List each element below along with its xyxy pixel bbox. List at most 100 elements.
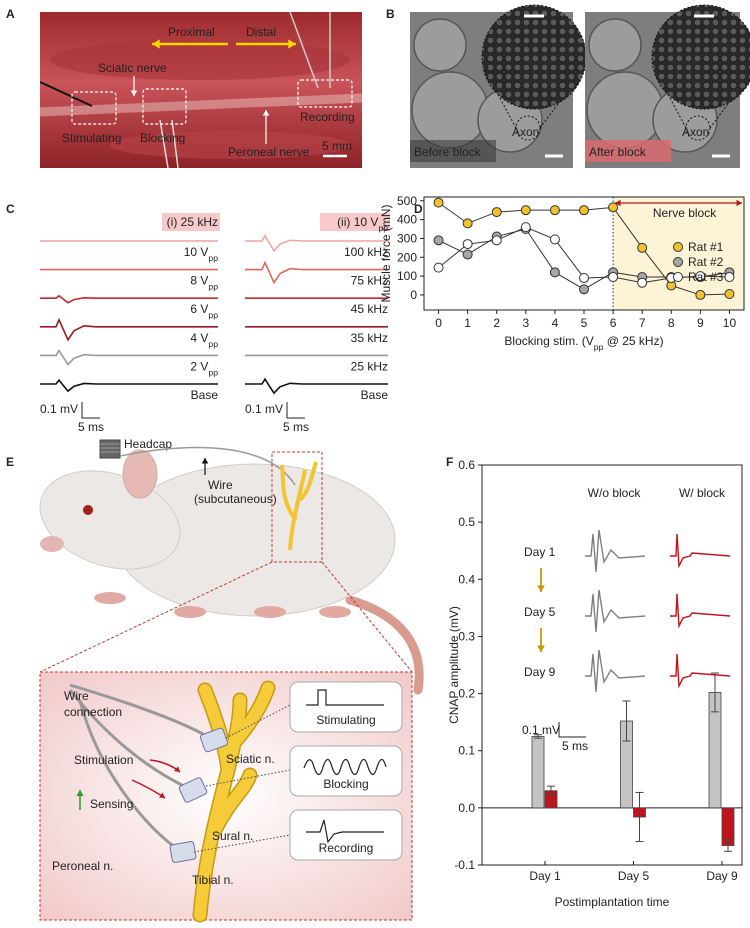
annotation: Headcap — [124, 437, 172, 451]
annotation: Distal — [246, 25, 276, 39]
trace — [245, 260, 388, 285]
data-point — [462, 218, 473, 229]
header-highlight — [162, 213, 220, 231]
data-point — [637, 242, 648, 253]
trace-label-sub: pp — [208, 282, 218, 292]
inset-trace — [670, 533, 731, 569]
annotation: Wire — [208, 478, 233, 492]
zoom-region — [271, 451, 323, 563]
x-tick-label: 3 — [522, 316, 529, 330]
data-point — [491, 207, 502, 218]
x-tick-label: 4 — [552, 316, 559, 330]
trace-header-text: (i) 25 kHz — [167, 215, 218, 229]
x-axis-title-sub: pp — [594, 342, 604, 352]
row-label: Day 9 — [524, 665, 556, 679]
trace — [40, 294, 218, 304]
data-point — [637, 277, 648, 288]
fascicle — [411, 71, 489, 149]
y-tick-label: 0.4 — [458, 572, 475, 586]
data-point — [608, 272, 619, 283]
rat-eye — [83, 505, 93, 515]
y-tick-label: 100 — [397, 269, 417, 283]
trace-label-sub: pp — [208, 253, 218, 263]
x-tick-label: 0 — [435, 316, 442, 330]
rat-snout — [40, 536, 64, 552]
nerve-band — [39, 93, 363, 117]
trace — [40, 317, 218, 342]
header-highlight — [320, 213, 390, 231]
distal-arrow-head — [288, 39, 296, 49]
electrode-wire — [289, 11, 319, 89]
rat-tail — [345, 595, 424, 695]
trace-label: 4 Vpp — [190, 331, 218, 349]
data-point — [462, 239, 473, 250]
zoom-line — [321, 561, 413, 673]
leader-line — [193, 834, 291, 853]
y-tick-label: 0.5 — [458, 515, 475, 529]
trace-label: 45 kHz — [351, 302, 388, 316]
trace-label-text: 100 kHz — [344, 245, 388, 259]
annotation: Blocking — [140, 131, 185, 145]
fascicle — [586, 71, 664, 149]
data-point — [433, 235, 444, 246]
trace-label-sub: pp — [208, 310, 218, 320]
data-point — [579, 272, 589, 283]
trace — [40, 348, 218, 366]
trace-label: 2 Vpp — [190, 359, 218, 377]
mode-label: Recording — [319, 841, 374, 855]
wire — [68, 683, 211, 852]
annotation: Sural n. — [212, 829, 253, 843]
headcap — [99, 439, 121, 459]
trace-label-text: 4 V — [190, 331, 208, 345]
pointer-arrow-head — [262, 110, 270, 116]
x-tick-label: Day 1 — [529, 869, 561, 883]
trace-header-text: (ii) 10 V — [337, 215, 378, 229]
data-point — [549, 205, 560, 216]
x-tick-label: 1 — [464, 316, 471, 330]
axon-inset — [651, 4, 750, 110]
trace-label: 6 Vpp — [190, 302, 218, 320]
mode-icon — [306, 689, 384, 706]
row-label: Day 5 — [524, 605, 556, 619]
y-tick-label: 400 — [397, 213, 417, 227]
x-axis-title-tail: @ 25 kHz) — [603, 334, 663, 348]
data-point — [433, 262, 444, 273]
scale-label: 5 ms — [283, 420, 309, 434]
annotation: Stimulating — [62, 131, 121, 145]
stimulation-arrow-head — [159, 792, 165, 798]
trace-header-sub: pp — [378, 223, 388, 233]
annotation: Sciatic n. — [226, 752, 275, 766]
rat-foot — [319, 606, 351, 618]
legend-label: Rat #2 — [688, 255, 724, 269]
data-point — [520, 205, 531, 216]
caption-box — [410, 140, 496, 162]
trace-label-text: 8 V — [190, 274, 208, 288]
scale-label: 5 ms — [78, 420, 104, 434]
legend-marker — [673, 257, 683, 267]
trace — [245, 377, 388, 395]
panel-label: D — [414, 202, 423, 216]
inset-trace — [585, 589, 646, 633]
trace-label-text: Base — [191, 388, 219, 402]
electrode-wire — [39, 81, 93, 107]
y-tick-label: -0.1 — [454, 858, 475, 872]
trace-label-text: 75 kHz — [351, 274, 388, 288]
data-point — [579, 205, 589, 216]
panel-label: B — [386, 7, 395, 21]
scale-label: 0.1 mV — [522, 723, 560, 737]
fascicle — [413, 18, 467, 72]
electrode-box — [142, 88, 187, 125]
x-tick-label: 10 — [723, 316, 737, 330]
legend-label: Rat #1 — [688, 240, 724, 254]
data-point — [549, 234, 560, 245]
x-tick-label: Day 5 — [618, 869, 650, 883]
data-point — [724, 288, 735, 299]
annotation: (subcutaneous) — [194, 492, 277, 506]
trace-label-text: 25 kHz — [351, 359, 388, 373]
panel-label: C — [6, 202, 15, 216]
x-axis-title: Postimplantation time — [555, 895, 670, 909]
y-axis-title: Muscle force (mN) — [379, 204, 393, 302]
y-tick-label: 300 — [397, 231, 417, 245]
nerve-block-arrow-head — [736, 199, 742, 207]
scale-label: 0.1 mV — [245, 402, 283, 416]
